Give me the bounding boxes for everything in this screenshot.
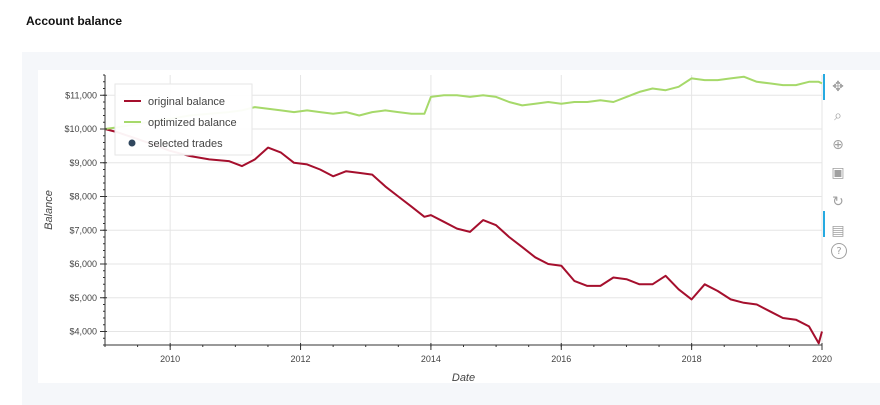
legend[interactable]: original balance optimized balance selecte… — [114, 83, 253, 156]
y-tick-label: $9,000 — [69, 158, 97, 168]
y-tick-label: $7,000 — [69, 225, 97, 235]
legend-box — [114, 83, 253, 156]
active-tool-indicator — [823, 211, 825, 237]
legend-item-optimized-balance[interactable]: optimized balance — [124, 117, 237, 129]
y-axis-label: Balance — [43, 190, 55, 230]
legend-swatch-dot — [128, 139, 136, 147]
save-icon[interactable]: ▣ — [831, 165, 845, 181]
x-tick-label: 2018 — [682, 354, 702, 364]
hover-icon[interactable]: ▤ — [831, 223, 845, 239]
reset-icon[interactable]: ↻ — [832, 194, 844, 210]
x-tick-label: 2014 — [421, 354, 441, 364]
y-tick-label: $11,000 — [65, 90, 97, 100]
series-line-optimized-balance — [104, 75, 823, 130]
legend-label: selected trades — [148, 138, 223, 150]
y-tick-label: $5,000 — [69, 293, 97, 303]
x-tick-label: 2010 — [160, 354, 180, 364]
chart-toolbar: ✥ ⌕ ⊕ ▣ ↻ ▤? — [823, 74, 853, 274]
wheel-zoom-icon[interactable]: ⊕ — [832, 137, 844, 153]
y-tick-label: $6,000 — [69, 259, 97, 269]
x-axis-label: Date — [452, 372, 475, 384]
legend-item-selected-trades[interactable]: selected trades — [128, 138, 224, 150]
legend-label: optimized balance — [148, 117, 237, 129]
x-tick-label: 2016 — [551, 354, 571, 364]
series-line-original-balance — [104, 128, 823, 345]
x-tick-label: 2012 — [291, 354, 311, 364]
series-layer — [104, 75, 823, 345]
legend-item-original-balance[interactable]: original balance — [124, 96, 225, 108]
box-zoom-icon[interactable]: ⌕ — [834, 108, 842, 124]
help-icon[interactable]: ? — [831, 243, 847, 259]
page-title: Account balance — [26, 14, 123, 28]
y-tick-label: $8,000 — [69, 192, 97, 202]
y-tick-label: $4,000 — [69, 327, 97, 337]
x-tick-label: 2020 — [812, 354, 832, 364]
y-tick-label: $10,000 — [64, 124, 97, 134]
pan-icon[interactable]: ✥ — [832, 79, 844, 95]
axes: $4,000 $5,000 $6,000 $7,000 $8,000 $9,000 $10,… — [43, 74, 832, 384]
legend-label: original balance — [148, 96, 225, 108]
active-tool-indicator — [823, 74, 825, 100]
